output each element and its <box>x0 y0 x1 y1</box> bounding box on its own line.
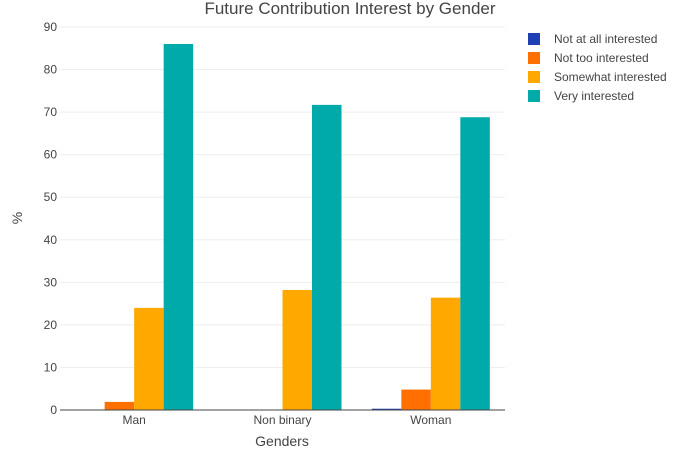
y-tick-label: 90 <box>44 20 58 34</box>
y-tick-label: 20 <box>44 318 58 332</box>
legend-item[interactable]: Very interested <box>528 89 634 103</box>
y-tick-label: 10 <box>44 360 58 374</box>
x-tick-label: Woman <box>410 413 451 427</box>
legend-label: Not too interested <box>554 51 649 65</box>
bar-not-at-all-interested-woman[interactable] <box>371 408 402 410</box>
y-tick-label: 80 <box>44 63 58 77</box>
x-tick-label: Non binary <box>253 413 311 427</box>
y-axis-title: % <box>9 212 25 224</box>
legend-swatch <box>528 90 540 102</box>
bar-somewhat-interested-man[interactable] <box>134 307 164 410</box>
y-tick-label: 60 <box>44 148 58 162</box>
y-tick-label: 30 <box>44 275 58 289</box>
legend-swatch <box>528 71 540 83</box>
bars <box>104 44 490 411</box>
y-tick-labels: 0 10 20 30 40 50 60 70 80 90 <box>44 20 58 417</box>
y-tick-label: 50 <box>44 190 58 204</box>
legend[interactable]: Not at all interested Not too interested S… <box>528 32 667 103</box>
x-tick-label: Man <box>122 413 145 427</box>
bar-very-interested-non-binary[interactable] <box>312 104 342 411</box>
bar-very-interested-woman[interactable] <box>460 117 490 411</box>
x-axis-title: Genders <box>255 433 309 449</box>
bar-not-too-interested-woman[interactable] <box>401 389 431 410</box>
x-tick-labels: Man Non binary Woman <box>122 413 451 427</box>
bar-not-too-interested-man[interactable] <box>104 401 135 410</box>
y-tick-label: 0 <box>50 403 57 417</box>
y-tick-label: 40 <box>44 233 58 247</box>
legend-swatch <box>528 33 540 45</box>
bar-somewhat-interested-non-binary[interactable] <box>282 289 313 410</box>
legend-item[interactable]: Somewhat interested <box>528 70 667 84</box>
bar-somewhat-interested-woman[interactable] <box>430 297 461 410</box>
chart-title: Future Contribution Interest by Gender <box>204 0 495 18</box>
y-tick-label: 70 <box>44 105 58 119</box>
legend-item[interactable]: Not too interested <box>528 51 649 65</box>
legend-swatch <box>528 52 540 64</box>
legend-label: Somewhat interested <box>554 70 667 84</box>
legend-item[interactable]: Not at all interested <box>528 32 657 46</box>
legend-label: Not at all interested <box>554 32 657 46</box>
bar-very-interested-man[interactable] <box>163 44 194 411</box>
legend-label: Very interested <box>554 89 634 103</box>
